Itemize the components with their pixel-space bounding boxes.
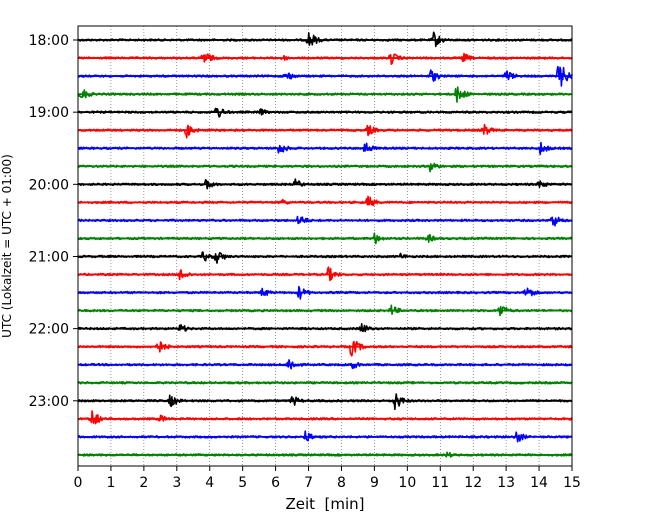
plot-frame	[77, 25, 573, 467]
x-tick-label: 8	[337, 475, 346, 491]
x-tick-label: 9	[370, 475, 379, 491]
x-tick-label: 4	[205, 475, 214, 491]
x-tick-label: 10	[398, 475, 416, 491]
x-tick-label: 1	[106, 475, 115, 491]
x-tick-label: 11	[431, 475, 449, 491]
x-tick-label: 2	[139, 475, 148, 491]
vertical-grid	[110, 26, 540, 466]
y-axis-ticks: 18:00 19:00 20:00 21:00 22:00 23:00	[29, 33, 78, 410]
y-axis-label: UTC (Lokalzeit = UTC + 01:00)	[0, 154, 14, 338]
x-tick-label: 5	[238, 475, 247, 491]
x-axis-label: Zeit [min]	[285, 495, 364, 513]
x-tick-label: 0	[74, 475, 83, 491]
y-tick-label: 20:00	[29, 177, 69, 193]
y-tick-label: 19:00	[29, 105, 69, 121]
y-tick-label: 23:00	[29, 394, 69, 410]
x-tick-label: 6	[271, 475, 280, 491]
y-tick-label: 18:00	[29, 33, 69, 49]
x-tick-label: 15	[563, 475, 581, 491]
seismogram-traces	[77, 31, 573, 458]
x-tick-label: 13	[497, 475, 515, 491]
y-tick-label: 21:00	[29, 249, 69, 265]
x-tick-label: 12	[464, 475, 482, 491]
y-tick-label: 22:00	[29, 322, 69, 338]
x-tick-label: 14	[530, 475, 548, 491]
plot-background	[78, 26, 572, 466]
x-tick-label: 7	[304, 475, 313, 491]
x-tick-label: 3	[172, 475, 181, 491]
x-axis-ticks: 0 1 2 3 4 5 6 7 8 9 10 11 12 13 14 15	[74, 466, 581, 491]
